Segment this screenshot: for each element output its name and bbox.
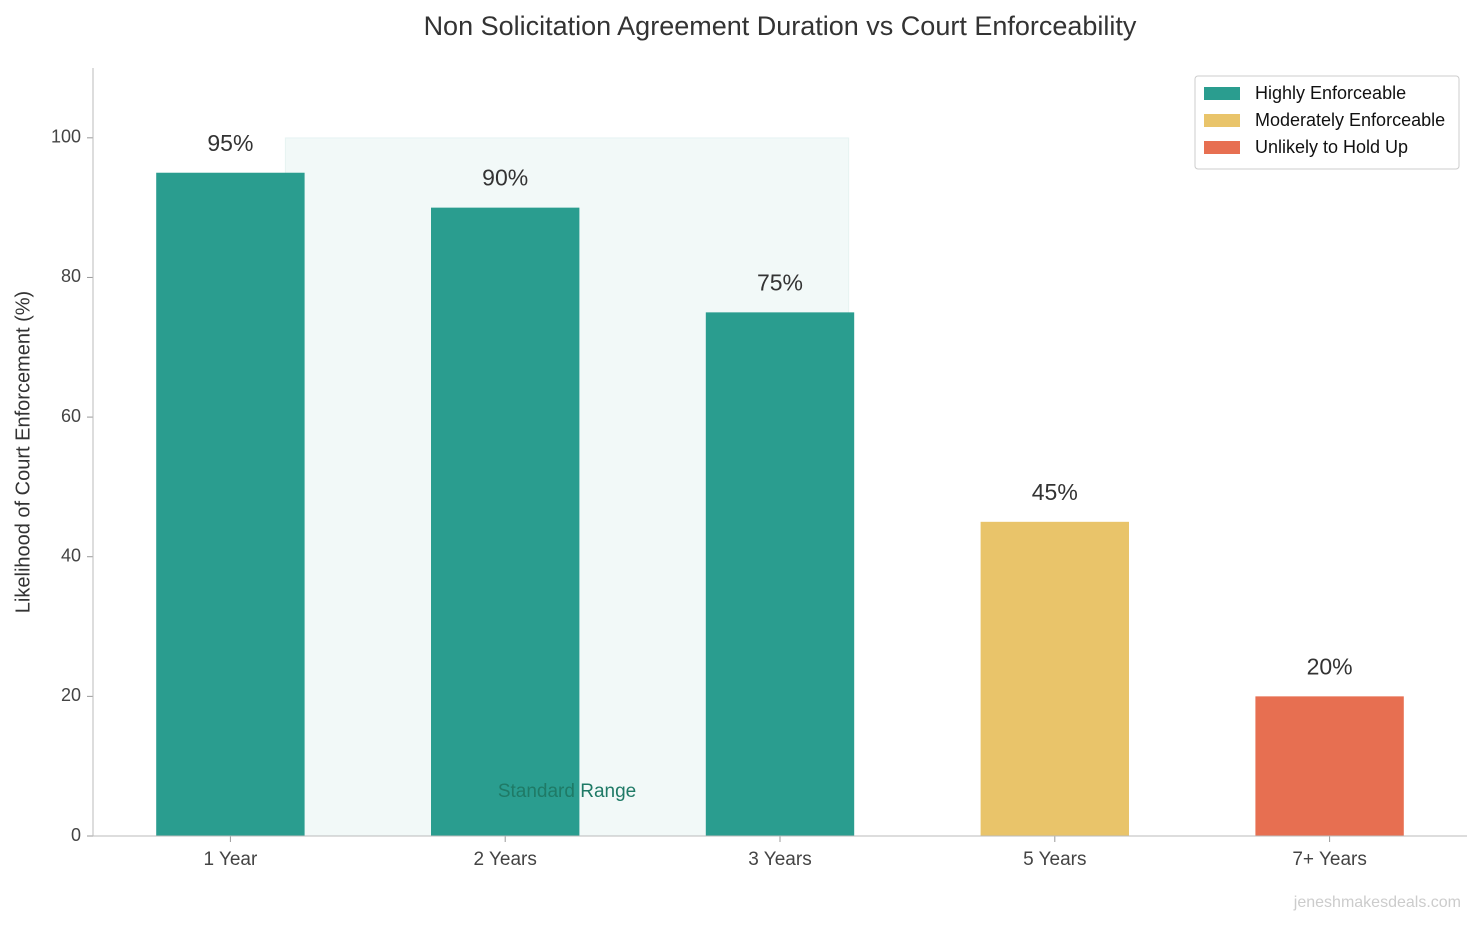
value-label: 95% (207, 130, 253, 156)
chart-title: Non Solicitation Agreement Duration vs C… (424, 11, 1137, 41)
x-tick-label: 7+ Years (1292, 849, 1367, 870)
watermark: jeneshmakesdeals.com (1293, 894, 1461, 911)
legend-box (1194, 75, 1460, 170)
y-tick-label: 20 (61, 685, 81, 705)
x-tick-label: 2 Years (473, 849, 536, 870)
bar (431, 207, 580, 837)
legend-label: Moderately Enforceable (1255, 110, 1445, 130)
bar (1255, 696, 1404, 836)
y-tick-label: 0 (71, 825, 81, 845)
x-tick-label: 5 Years (1023, 849, 1086, 870)
y-tick-label: 80 (61, 266, 81, 286)
value-label: 75% (757, 269, 803, 295)
value-label: 20% (1307, 653, 1353, 679)
x-tick-label: 1 Year (203, 849, 258, 870)
legend-swatch (1204, 141, 1240, 154)
value-label: 45% (1032, 479, 1078, 505)
shaded-region-label: Standard Range (498, 781, 636, 802)
y-tick-label: 60 (61, 406, 81, 426)
y-tick-label: 100 (51, 127, 81, 147)
y-axis-label: Likelihood of Court Enforcement (%) (12, 291, 34, 613)
legend-label: Highly Enforceable (1255, 83, 1406, 103)
y-tick-label: 40 (61, 545, 81, 565)
legend-swatch (1204, 114, 1240, 127)
bar (980, 521, 1129, 836)
x-tick-label: 3 Years (748, 849, 811, 870)
bar (156, 172, 305, 836)
legend-label: Unlikely to Hold Up (1255, 137, 1408, 157)
legend-swatch (1204, 87, 1240, 100)
value-label: 90% (482, 165, 528, 191)
bar (705, 312, 855, 836)
